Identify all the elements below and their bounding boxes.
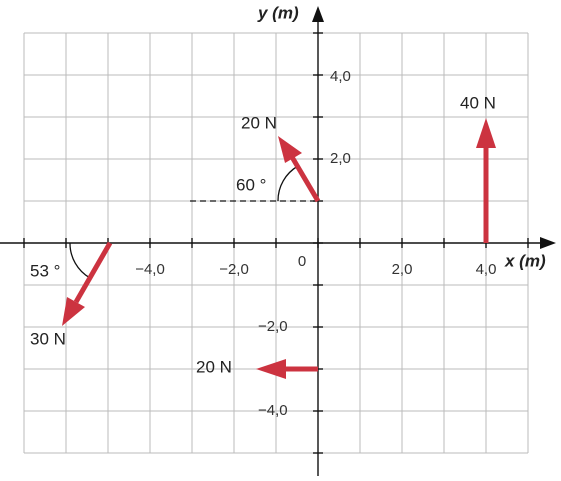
force-label: 40 N: [460, 93, 496, 112]
y-axis-arrow: [312, 6, 324, 22]
y-tick-label: 2,0: [330, 150, 351, 167]
x-tick-label: −2,0: [219, 261, 249, 278]
y-tick-label: −2,0: [258, 318, 288, 335]
force-vector: [73, 241, 113, 304]
y-tick-label: −4,0: [258, 402, 288, 419]
x-axis-arrow: [540, 237, 556, 249]
x-tick-label: 4,0: [476, 261, 497, 278]
arrow-head: [476, 118, 496, 148]
force-vector: [289, 155, 321, 203]
angle-arc: [69, 242, 91, 279]
x-tick-label: 2,0: [392, 261, 413, 278]
arrow-head: [62, 297, 85, 326]
y-tick-label: 4,0: [330, 68, 351, 85]
x-axis-label: x (m): [504, 251, 546, 270]
force-label: 30 N: [30, 329, 66, 348]
x-tick-label: 0: [298, 253, 306, 270]
y-axis-label: y (m): [257, 3, 299, 22]
arrow-head: [256, 359, 286, 379]
arrow-head: [278, 136, 302, 163]
x-tick-label: −4,0: [135, 261, 165, 278]
force-label: 20 N: [196, 357, 232, 376]
angle-label: 60 °: [236, 175, 266, 194]
force-label: 20 N: [241, 113, 277, 132]
angle-arc: [277, 165, 299, 202]
angle-label: 53 °: [30, 261, 60, 280]
